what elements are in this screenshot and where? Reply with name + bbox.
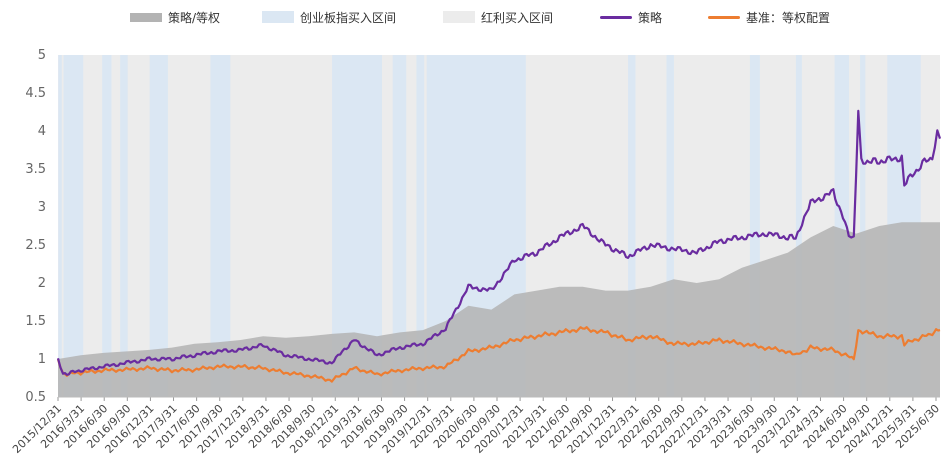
chinext-band-15: [860, 55, 866, 397]
legend-item-chinext-band: 创业板指买入区间: [262, 6, 396, 28]
legend-label-strategy: 策略: [638, 10, 663, 25]
chinext-band-12: [749, 55, 760, 397]
chinext-band-13: [795, 55, 802, 397]
chinext-band-3: [120, 55, 128, 397]
legend-swatch-strategy: [600, 15, 632, 19]
legend-item-strategy: 策略: [600, 6, 662, 28]
strategy-line: [56, 109, 942, 376]
chart-legend: 策略/等权 创业板指买入区间 红利买入区间 策略 基准：等权配置: [0, 6, 945, 28]
legend-label-dividend-band: 红利买入区间: [481, 10, 554, 25]
chinext-band-0: [58, 55, 62, 397]
y-tick-label: 5: [38, 48, 46, 63]
chinext-band-2: [102, 55, 112, 397]
y-tick-label: 2: [38, 276, 46, 291]
y-tick-label: 1: [38, 352, 46, 367]
y-tick-label: 0.5: [25, 390, 46, 405]
chinext-band-11: [666, 55, 674, 397]
legend-swatch-chinext-band: [262, 11, 294, 23]
legend-swatch-benchmark: [708, 15, 740, 19]
legend-item-ratio: 策略/等权: [130, 6, 220, 28]
chinext-band-4: [149, 55, 168, 397]
chinext-band-5: [210, 55, 231, 397]
y-tick-label: 1.5: [25, 314, 46, 329]
legend-label-chinext-band: 创业板指买入区间: [300, 10, 397, 25]
ratio-area: [58, 222, 940, 397]
chinext-band-1: [63, 55, 84, 397]
legend-label-benchmark: 基准：等权配置: [746, 10, 831, 25]
chinext-band-10: [628, 55, 636, 397]
legend-item-benchmark: 基准：等权配置: [708, 6, 830, 28]
benchmark-line: [56, 326, 941, 383]
legend-item-dividend-band: 红利买入区间: [443, 6, 553, 28]
y-tick-label: 3.5: [25, 162, 46, 177]
y-tick-label: 4.5: [25, 86, 46, 101]
y-tick-label: 3: [38, 200, 46, 215]
chinext-band-8: [416, 55, 425, 397]
legend-label-ratio: 策略/等权: [168, 10, 221, 25]
y-tick-label: 2.5: [25, 238, 46, 253]
chinext-band-7: [392, 55, 407, 397]
legend-swatch-ratio: [130, 12, 162, 22]
y-tick-label: 4: [38, 124, 46, 139]
legend-swatch-dividend-band: [443, 11, 475, 23]
